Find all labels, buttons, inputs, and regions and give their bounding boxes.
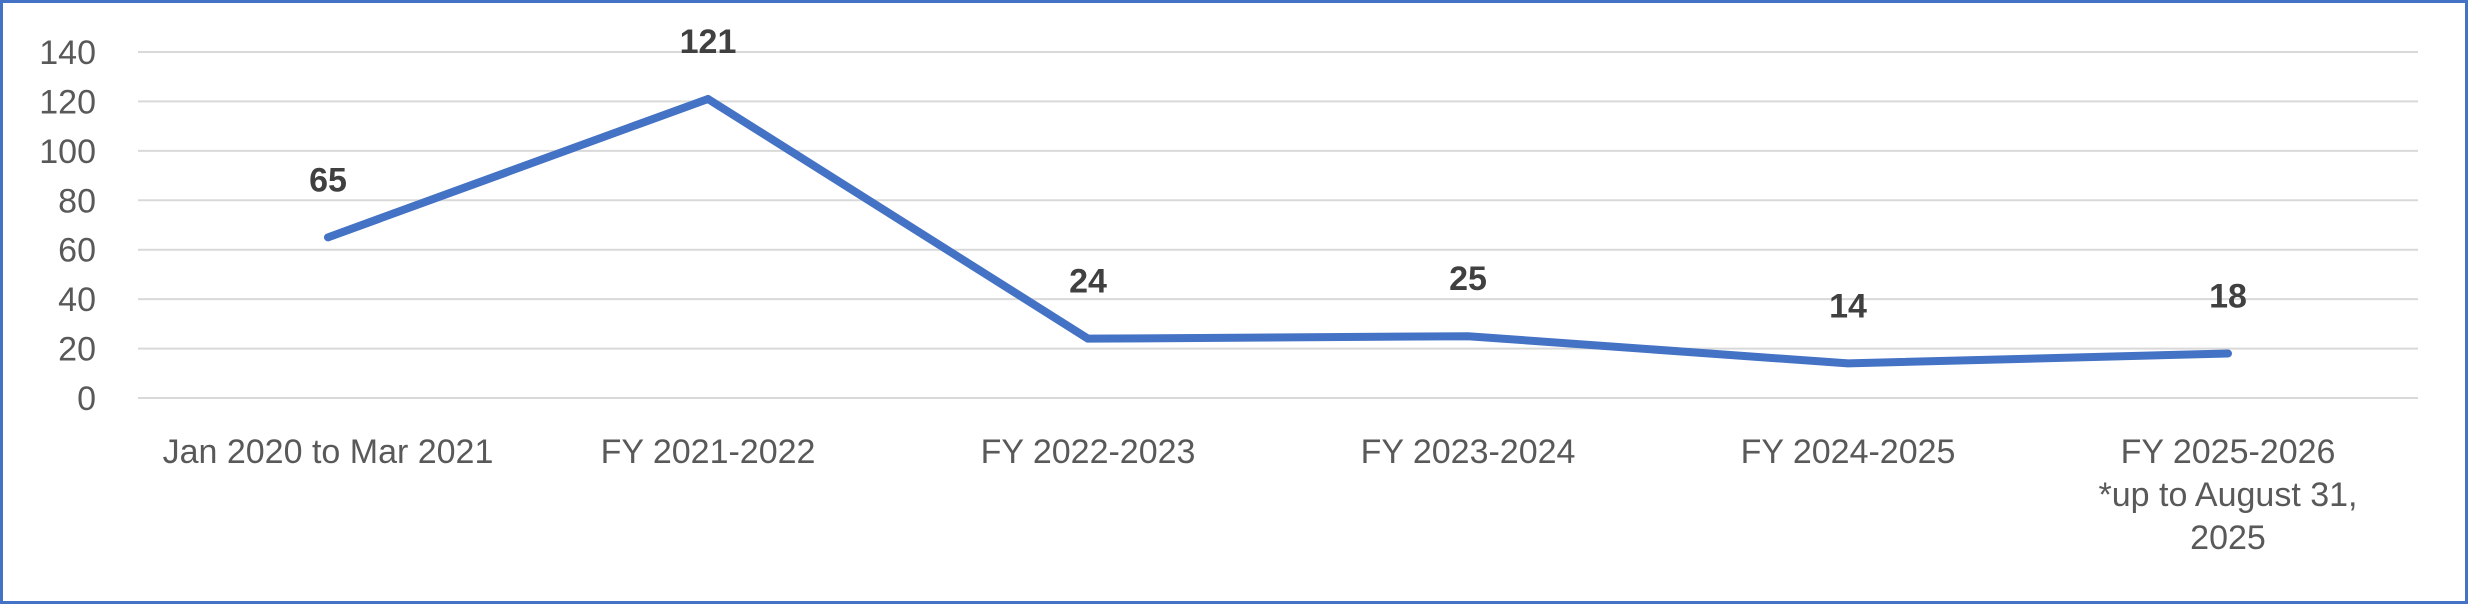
- x-axis-ticks: Jan 2020 to Mar 2021 FY 2021-2022 FY 2022-…: [163, 433, 2358, 557]
- data-label: 25: [1449, 260, 1487, 298]
- y-tick-label: 120: [39, 83, 96, 121]
- series-line: [324, 94, 2232, 368]
- y-tick-label: 140: [39, 34, 96, 72]
- y-tick-label: 20: [58, 331, 96, 369]
- y-tick-label: 80: [58, 182, 96, 220]
- y-tick-label: 100: [39, 133, 96, 171]
- gridlines: [138, 51, 2418, 399]
- x-tick-label: FY 2023-2024: [1361, 433, 1576, 471]
- data-label: 14: [1829, 287, 1867, 325]
- x-tick-label: FY 2024-2025: [1741, 433, 1956, 471]
- y-tick-label: 60: [58, 232, 96, 270]
- y-tick-label: 0: [77, 380, 96, 418]
- y-tick-label: 40: [58, 281, 96, 319]
- x-tick-label: FY 2025-2026 *up to August 31, 2025: [2099, 433, 2358, 557]
- data-label: 24: [1069, 263, 1107, 301]
- series-line-group: [324, 94, 2232, 368]
- x-tick-label: FY 2021-2022: [601, 433, 816, 471]
- data-labels: 65 121 24 25 14 18: [309, 23, 2247, 325]
- x-tick-label: FY 2022-2023: [981, 433, 1196, 471]
- data-label: 121: [680, 23, 737, 61]
- line-chart: 0 20 40 60 80 100 120 140 Jan 2020 to Mar 2021 F…: [39, 23, 2418, 557]
- data-label: 18: [2209, 278, 2247, 316]
- data-label: 65: [309, 161, 347, 199]
- x-tick-label: Jan 2020 to Mar 2021: [163, 433, 494, 471]
- y-axis-ticks: 0 20 40 60 80 100 120 140: [39, 34, 96, 418]
